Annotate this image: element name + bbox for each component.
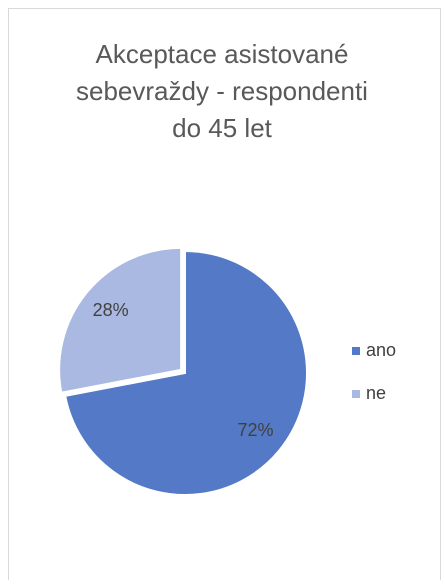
legend-swatch xyxy=(352,390,360,398)
pie-slice xyxy=(63,249,308,496)
data-label: 28% xyxy=(93,300,129,320)
data-label: 72% xyxy=(237,420,273,440)
pie-slice xyxy=(58,246,183,394)
chart-title: sebevraždy - respondenti xyxy=(76,76,368,106)
legend-label: ano xyxy=(366,340,396,360)
chart-title: Akceptace asistované xyxy=(96,39,349,69)
legend-swatch xyxy=(352,347,360,355)
legend-label: ne xyxy=(366,383,386,403)
chart-title: do 45 let xyxy=(172,113,273,143)
